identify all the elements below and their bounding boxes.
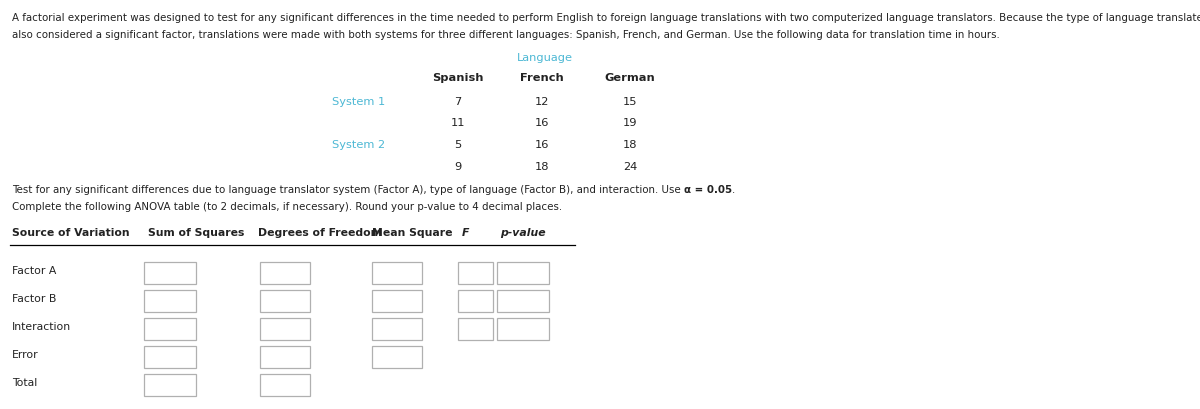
Text: 7: 7 (455, 97, 462, 107)
Text: 9: 9 (455, 162, 462, 172)
Text: Interaction: Interaction (12, 322, 71, 332)
Text: 15: 15 (623, 97, 637, 107)
Text: German: German (605, 73, 655, 83)
Text: Total: Total (12, 378, 37, 388)
Text: Complete the following ANOVA table (to 2 decimals, if necessary). Round your p-v: Complete the following ANOVA table (to 2… (12, 202, 562, 212)
Text: System 1: System 1 (331, 97, 385, 107)
Text: Factor B: Factor B (12, 294, 56, 304)
Text: F: F (462, 228, 469, 238)
Text: Spanish: Spanish (432, 73, 484, 83)
Text: Error: Error (12, 350, 38, 360)
Text: System 2: System 2 (332, 140, 385, 150)
Text: Mean Square: Mean Square (372, 228, 452, 238)
Text: p-value: p-value (500, 228, 546, 238)
Text: 24: 24 (623, 162, 637, 172)
Text: 16: 16 (535, 140, 550, 150)
Text: 19: 19 (623, 118, 637, 128)
Text: Source of Variation: Source of Variation (12, 228, 130, 238)
Text: .: . (732, 185, 736, 195)
Text: 12: 12 (535, 97, 550, 107)
Text: French: French (520, 73, 564, 83)
Text: A factorial experiment was designed to test for any significant differences in t: A factorial experiment was designed to t… (12, 13, 1200, 23)
Text: 5: 5 (455, 140, 462, 150)
Text: 18: 18 (623, 140, 637, 150)
Text: 16: 16 (535, 118, 550, 128)
Text: Factor A: Factor A (12, 266, 56, 276)
Text: Test for any significant differences due to language translator system (Factor A: Test for any significant differences due… (12, 185, 684, 195)
Text: Sum of Squares: Sum of Squares (148, 228, 245, 238)
Text: 18: 18 (535, 162, 550, 172)
Text: Language: Language (517, 53, 574, 63)
Text: α = 0.05: α = 0.05 (684, 185, 732, 195)
Text: Degrees of Freedom: Degrees of Freedom (258, 228, 382, 238)
Text: 11: 11 (451, 118, 466, 128)
Text: also considered a significant factor, translations were made with both systems f: also considered a significant factor, tr… (12, 30, 1000, 40)
